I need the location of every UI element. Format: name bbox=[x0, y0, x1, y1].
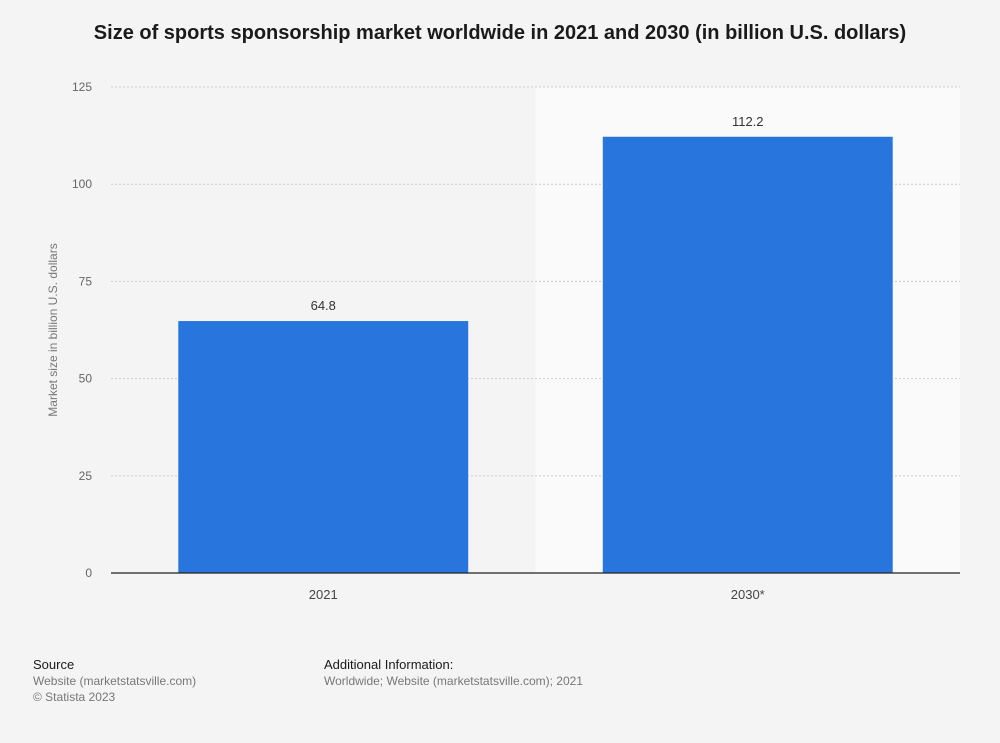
y-axis-label: Market size in billion U.S. dollars bbox=[46, 243, 60, 416]
y-tick-label: 0 bbox=[85, 566, 92, 580]
y-tick-label: 100 bbox=[72, 177, 92, 191]
additional-info-block: Additional Information: Worldwide; Websi… bbox=[324, 657, 583, 689]
bar bbox=[602, 136, 893, 573]
y-tick-label: 75 bbox=[79, 274, 93, 288]
chart-title: Size of sports sponsorship market worldw… bbox=[93, 22, 907, 44]
info-heading: Additional Information: bbox=[324, 657, 454, 672]
y-tick-label: 125 bbox=[72, 80, 92, 94]
source-heading: Source bbox=[33, 657, 75, 672]
x-tick-label: 2021 bbox=[309, 587, 338, 602]
data-label: 112.2 bbox=[732, 114, 764, 129]
y-tick-label: 25 bbox=[79, 469, 93, 483]
y-tick-label: 50 bbox=[79, 372, 93, 386]
info-text: Worldwide; Website (marketstatsville.com… bbox=[324, 674, 583, 688]
source-block: Source Website (marketstatsville.com) © … bbox=[33, 657, 196, 705]
data-label: 64.8 bbox=[311, 298, 336, 313]
copyright: © Statista 2023 bbox=[33, 690, 116, 704]
x-tick-label: 2030* bbox=[731, 587, 765, 602]
bar bbox=[178, 321, 469, 573]
source-link[interactable]: Website (marketstatsville.com) bbox=[33, 674, 197, 688]
